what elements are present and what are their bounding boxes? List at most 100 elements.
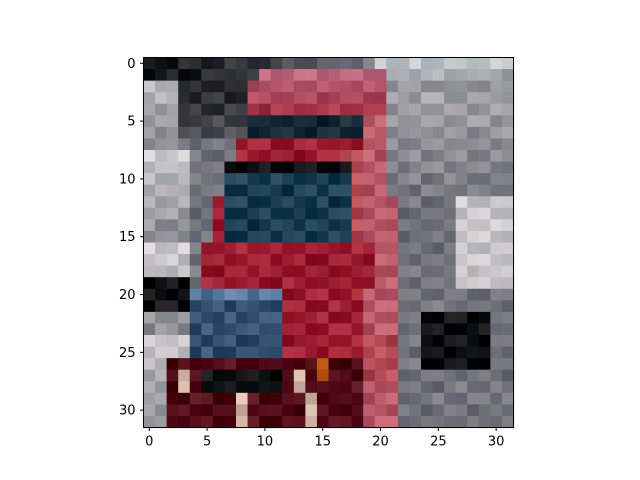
pixel-cell: [316, 103, 330, 116]
pixel-cell: [270, 392, 283, 405]
pixel-cell: [143, 173, 156, 186]
pixel-cell: [155, 311, 168, 325]
pixel-cell: [386, 369, 399, 382]
pixel-cell: [467, 323, 480, 336]
pixel-cell: [386, 230, 399, 244]
pixel-cell: [316, 415, 330, 429]
pixel-cell: [236, 92, 249, 105]
pixel-cell: [340, 242, 353, 255]
pixel-cell: [478, 369, 491, 382]
pixel-cell: [236, 150, 249, 163]
pixel-cell: [224, 207, 237, 220]
pixel-cell: [143, 311, 156, 325]
pixel-cell: [478, 161, 491, 174]
pixel-cell: [421, 254, 434, 267]
pixel-cell: [421, 381, 434, 394]
pixel-cell: [455, 69, 468, 82]
pixel-cell: [189, 358, 202, 371]
pixel-cell: [212, 323, 226, 336]
pixel-cell: [421, 277, 434, 290]
pixel-cell: [351, 381, 364, 394]
pixel-cell: [432, 138, 445, 151]
pixel-cell: [293, 358, 306, 371]
pixel-cell: [316, 300, 330, 313]
pixel-cell: [316, 392, 330, 405]
pixel-cell: [374, 69, 387, 82]
pixel-cell: [490, 404, 503, 417]
pixel-cell: [328, 358, 341, 371]
pixel-cell: [247, 288, 260, 301]
pixel-cell: [224, 404, 237, 417]
pixel-cell: [444, 369, 457, 382]
pixel-cell: [224, 161, 237, 174]
pixel-cell: [351, 138, 364, 151]
pixel-cell: [328, 219, 341, 232]
pixel-cell: [501, 69, 515, 82]
pixel-cell: [305, 103, 318, 116]
pixel-cell: [409, 115, 422, 128]
pixel-cell: [166, 92, 179, 105]
pixel-cell: [397, 300, 411, 313]
pixel-cell: [212, 369, 226, 382]
pixel-cell: [201, 346, 214, 359]
pixel-cell: [236, 346, 249, 359]
pixel-cell: [293, 69, 306, 82]
pixel-cell: [363, 207, 376, 220]
pixel-cell: [501, 415, 515, 429]
pixel-cell: [201, 115, 214, 128]
x-tick-label: 30: [488, 435, 505, 450]
y-tick-label: 15: [119, 230, 136, 245]
pixel-cell: [178, 358, 191, 371]
pixel-cell: [432, 161, 445, 174]
pixel-cell: [467, 392, 480, 405]
pixel-cell: [247, 415, 260, 429]
pixel-cell: [351, 300, 364, 313]
pixel-cell: [178, 138, 191, 151]
pixel-cell: [224, 415, 237, 429]
y-tick-label: 5: [127, 115, 135, 130]
pixel-cell: [386, 311, 399, 325]
pixel-cell: [236, 207, 249, 220]
pixel-cell: [247, 57, 260, 70]
pixel-cell: [305, 346, 318, 359]
pixel-cell: [189, 69, 202, 82]
pixel-cell: [421, 126, 434, 140]
pixel-cell: [189, 80, 202, 93]
pixel-cell: [155, 219, 168, 232]
pixel-cell: [455, 161, 468, 174]
pixel-cell: [351, 288, 364, 301]
pixel-cell: [143, 415, 156, 429]
pixel-cell: [421, 323, 434, 336]
pixel-cell: [143, 80, 156, 93]
pixel-cell: [155, 115, 168, 128]
pixel-cell: [363, 369, 376, 382]
pixel-cell: [305, 196, 318, 209]
pixel-cell: [212, 300, 226, 313]
pixel-cell: [212, 392, 226, 405]
pixel-cell: [293, 184, 306, 197]
pixel-cell: [178, 230, 191, 244]
pixel-cell: [305, 115, 318, 128]
pixel-cell: [212, 161, 226, 174]
pixel-cell: [363, 358, 376, 371]
pixel-cell: [490, 80, 503, 93]
pixel-cell: [236, 242, 249, 255]
pixel-cell: [305, 254, 318, 267]
pixel-cell: [189, 288, 202, 301]
pixel-cell: [305, 288, 318, 301]
pixel-cell: [328, 138, 341, 151]
pixel-cell: [478, 381, 491, 394]
pixel-cell: [259, 392, 272, 405]
pixel-cell: [178, 69, 191, 82]
pixel-cell: [397, 404, 411, 417]
pixel-cell: [166, 138, 179, 151]
pixel-cell: [467, 173, 480, 186]
pixel-cell: [409, 196, 422, 209]
pixel-cell: [282, 323, 295, 336]
pixel-cell: [236, 138, 249, 151]
pixel-cell: [293, 115, 306, 128]
pixel-cell: [340, 69, 353, 82]
pixel-cell: [178, 196, 191, 209]
pixel-cell: [478, 335, 491, 348]
pixel-cell: [444, 311, 457, 325]
